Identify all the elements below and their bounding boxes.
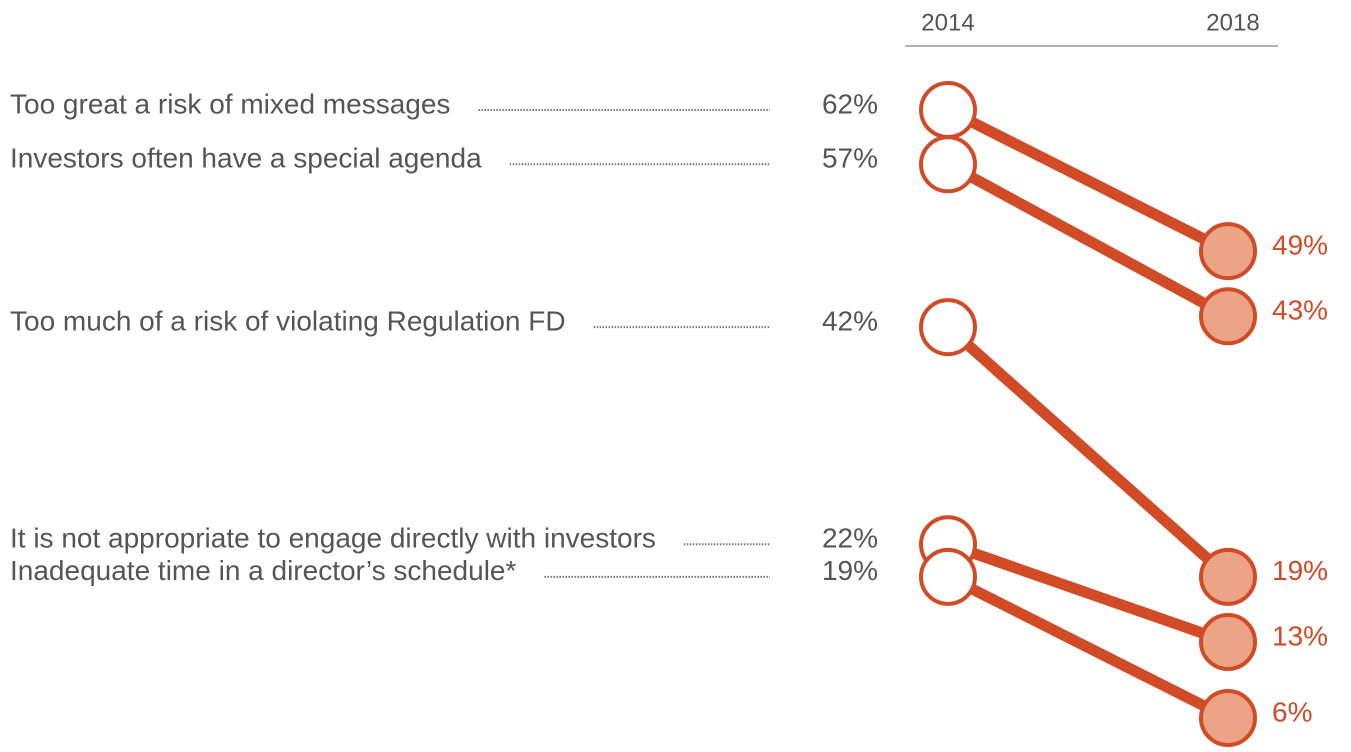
point <box>919 547 977 606</box>
point <box>1199 613 1257 671</box>
value-label: 19% <box>1272 555 1328 586</box>
category-label: Too great a risk of mixed messages <box>10 88 450 119</box>
slope-line <box>945 571 1231 723</box>
column-header: 2018 <box>1206 9 1259 36</box>
slope-line <box>946 539 1230 648</box>
point <box>1199 222 1257 281</box>
value-label: 49% <box>1272 230 1328 261</box>
value-label: 13% <box>1272 620 1328 651</box>
value-label: 6% <box>1272 696 1312 727</box>
point <box>919 81 977 139</box>
point <box>919 135 977 194</box>
category-label: It is not appropriate to engage directly… <box>10 523 656 554</box>
column-header: 2014 <box>921 9 974 36</box>
point <box>1199 689 1257 747</box>
point <box>1199 547 1257 606</box>
slope-line <box>945 105 1231 257</box>
category-label: Inadequate time in a director’s schedule… <box>10 555 516 586</box>
slope-line <box>944 323 1232 581</box>
category-label: Too much of a risk of violating Regulati… <box>10 306 566 337</box>
point <box>919 298 977 357</box>
value-label: 42% <box>822 306 878 337</box>
value-label: 22% <box>822 523 878 554</box>
category-label: Investors often have a special agenda <box>10 143 482 174</box>
value-label: 19% <box>822 555 878 586</box>
value-label: 57% <box>822 143 878 174</box>
value-label: 43% <box>1272 295 1328 326</box>
slope-line <box>945 159 1231 322</box>
point <box>1199 287 1257 346</box>
value-label: 62% <box>822 88 878 119</box>
